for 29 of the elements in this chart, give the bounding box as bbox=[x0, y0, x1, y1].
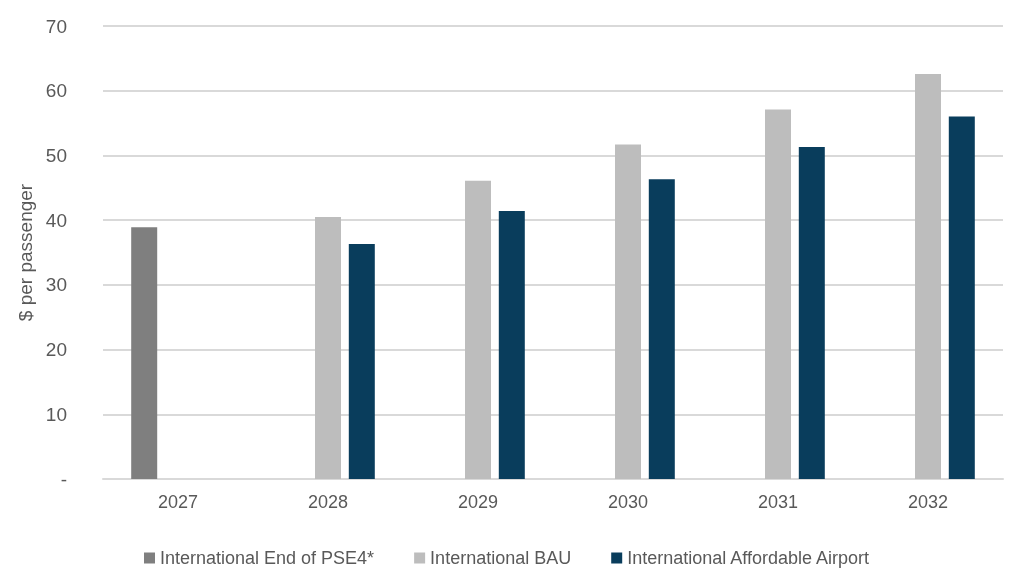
legend-label: International BAU bbox=[430, 548, 572, 568]
y-axis-title: $ per passenger bbox=[14, 183, 36, 322]
y-tick-label: 20 bbox=[45, 339, 67, 361]
bar bbox=[765, 109, 791, 479]
bar bbox=[648, 179, 675, 479]
bar bbox=[948, 116, 975, 479]
bar bbox=[615, 144, 641, 479]
y-tick-label: 40 bbox=[45, 209, 67, 231]
x-tick-label: 2030 bbox=[607, 492, 649, 512]
bar bbox=[915, 73, 941, 479]
legend-label: International End of PSE4* bbox=[159, 548, 375, 568]
bar bbox=[348, 244, 375, 479]
bar bbox=[131, 227, 158, 479]
bar bbox=[315, 216, 341, 479]
x-tick-label: 2027 bbox=[157, 492, 199, 512]
x-tick-label: 2032 bbox=[907, 492, 949, 512]
y-tick-label: 50 bbox=[45, 144, 67, 166]
y-tick-label: 10 bbox=[45, 403, 67, 425]
y-tick-label: 70 bbox=[45, 15, 67, 37]
legend-label: International Affordable Airport bbox=[627, 548, 870, 568]
x-tick-label: 2031 bbox=[757, 492, 799, 512]
bar bbox=[498, 211, 525, 479]
y-tick-label: 60 bbox=[45, 80, 67, 102]
x-tick-label: 2029 bbox=[457, 492, 499, 512]
y-tick-label: - bbox=[60, 468, 67, 490]
x-tick-label: 2028 bbox=[307, 492, 349, 512]
bar bbox=[465, 180, 491, 479]
y-tick-label: 30 bbox=[45, 274, 67, 296]
bar bbox=[798, 147, 825, 479]
